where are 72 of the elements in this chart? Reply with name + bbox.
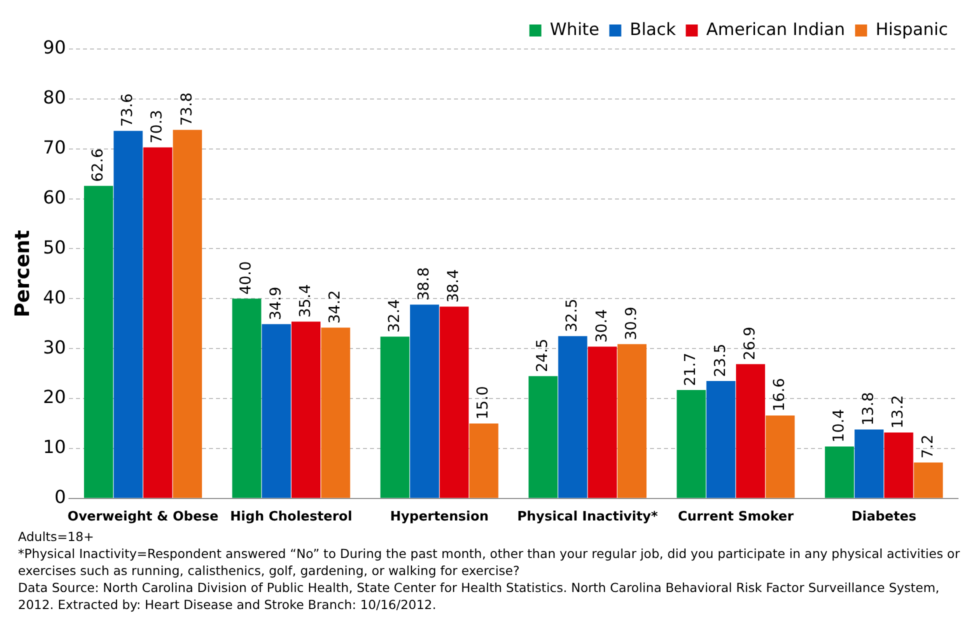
- data-label: 13.8: [858, 392, 877, 426]
- y-tick-label: 90: [43, 38, 66, 59]
- data-label: 34.9: [266, 286, 284, 320]
- text: Adults=18+: [18, 528, 95, 545]
- data-label: 23.5: [710, 344, 729, 378]
- x-tick-label: Current Smoker: [678, 510, 794, 525]
- data-label: 73.6: [118, 93, 136, 127]
- data-label: 15.0: [474, 386, 492, 420]
- y-tick-label: 20: [43, 387, 66, 408]
- bar: [469, 424, 498, 498]
- bar: [262, 324, 291, 498]
- y-tick-label: 30: [43, 337, 66, 358]
- x-tick-label: Physical Inactivity*: [517, 510, 658, 525]
- bar: [114, 130, 143, 498]
- data-label: 40.0: [236, 261, 255, 295]
- bar: [380, 336, 410, 498]
- bar: [84, 186, 114, 498]
- data-label: 70.3: [148, 110, 166, 144]
- bar: [617, 344, 647, 498]
- data-label: 35.4: [296, 284, 314, 318]
- legend-label: Black: [630, 20, 676, 40]
- bar: [143, 147, 172, 498]
- bar: [321, 328, 350, 498]
- data-label: 30.9: [622, 306, 640, 340]
- bar: [824, 446, 854, 498]
- y-axis-title: Percent: [10, 230, 34, 318]
- bar: [766, 416, 795, 498]
- data-label: 34.2: [326, 290, 344, 324]
- y-tick-label: 50: [43, 237, 66, 258]
- data-label: 13.2: [888, 395, 907, 428]
- x-tick-label: Diabetes: [851, 510, 917, 525]
- bar: [736, 364, 766, 498]
- bar: [172, 130, 202, 498]
- data-label: 10.4: [829, 409, 848, 442]
- bar: [676, 390, 706, 498]
- data-label: 38.4: [444, 269, 462, 303]
- y-tick-label: 60: [43, 187, 66, 208]
- bar: [410, 304, 440, 498]
- bar: [854, 429, 884, 498]
- data-label: 30.4: [592, 309, 610, 343]
- data-label: 32.4: [384, 299, 403, 333]
- y-tick-label: 0: [54, 487, 66, 508]
- bar: [528, 376, 558, 498]
- data-label: 38.8: [414, 267, 432, 301]
- legend-label: White: [550, 20, 600, 40]
- bar: [291, 322, 321, 498]
- bar: [884, 432, 914, 498]
- y-tick-label: 40: [43, 287, 66, 308]
- legend-label: Hispanic: [876, 20, 948, 40]
- bar: [706, 381, 736, 498]
- data-label: 21.7: [681, 352, 700, 386]
- bar: [232, 298, 262, 498]
- y-tick-label: 80: [43, 88, 66, 109]
- y-tick-label: 10: [43, 437, 66, 458]
- legend-label: American Indian: [706, 20, 846, 40]
- bar: [588, 346, 617, 498]
- data-label: 62.6: [88, 148, 106, 182]
- bar: [914, 462, 943, 498]
- x-tick-label: Hypertension: [390, 510, 489, 525]
- source-note: Data Source: North Carolina Division of Public Health, State Center for Health Statistics. North Carolina Behavioral Risk Factor Surveillance System, 2012. Extracted by: Heart Disease and Stroke Branch: 10/16/2012.: [18, 579, 940, 613]
- x-tick-label: High Cholesterol: [230, 510, 352, 525]
- x-tick-label: Overweight & Obese: [68, 510, 219, 525]
- data-label: 32.5: [562, 298, 581, 332]
- data-label: 26.9: [740, 326, 758, 360]
- bar: [558, 336, 588, 498]
- data-label: 7.2: [918, 434, 936, 458]
- bar: [440, 306, 469, 498]
- y-tick-label: 70: [43, 138, 66, 159]
- text: *Physical Inactivity=Respondent answered “No” to During the past month, other than your regular job, did you participate in any physical activities or exercises such as running, calisthenics, golf, gardening, or walking for exercise?: [18, 545, 961, 579]
- data-label: 73.8: [177, 92, 196, 126]
- data-label: 24.5: [532, 338, 551, 372]
- data-label: 16.6: [770, 378, 788, 412]
